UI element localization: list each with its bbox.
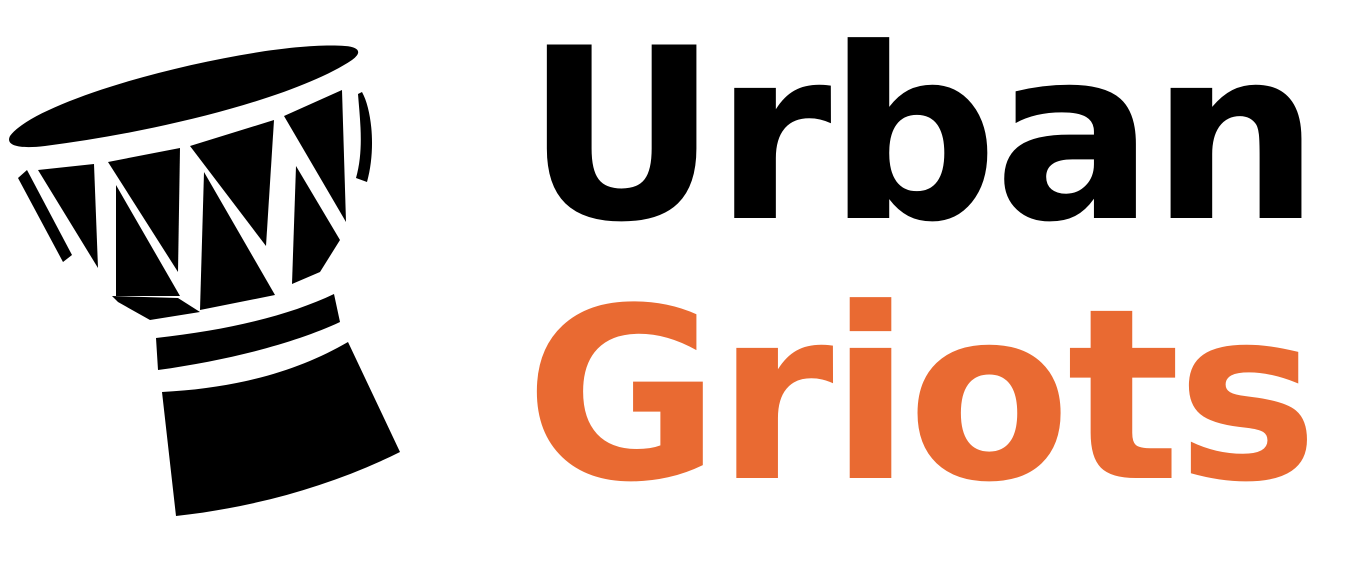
drum-lace-3 xyxy=(116,185,180,296)
drum-rim-right xyxy=(356,92,373,182)
drum-base xyxy=(162,342,400,516)
drum-lace-7 xyxy=(292,166,340,284)
drum-head xyxy=(9,45,359,148)
brand-name-line-1: Urban xyxy=(525,0,1320,275)
drum-lace-5 xyxy=(200,172,275,310)
drum-lace-1 xyxy=(38,164,98,268)
drum-lace-4 xyxy=(190,120,274,246)
drum-lace-8 xyxy=(112,296,200,320)
wordmark: Urban Griots xyxy=(525,0,1352,580)
drum-lace-6 xyxy=(284,90,346,222)
drum-lace-2 xyxy=(108,148,180,272)
drum-strap-left xyxy=(18,170,72,262)
djembe-drum-icon xyxy=(9,45,400,516)
brand-name-line-2: Griots xyxy=(525,258,1318,535)
drum-waist-band xyxy=(156,294,340,370)
